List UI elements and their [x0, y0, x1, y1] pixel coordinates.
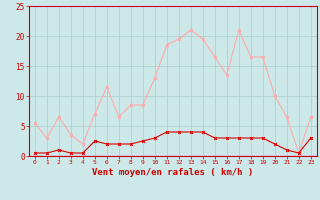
- X-axis label: Vent moyen/en rafales ( km/h ): Vent moyen/en rafales ( km/h ): [92, 168, 253, 177]
